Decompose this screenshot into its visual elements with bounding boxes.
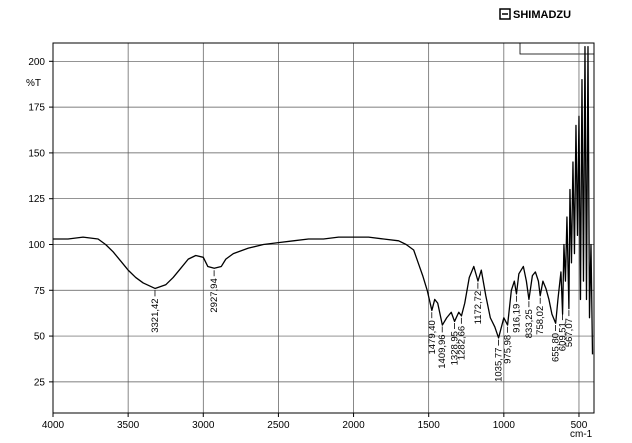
x-tick-label: 4000	[42, 420, 65, 431]
x-tick-label: 3000	[192, 420, 215, 431]
peak-label: 1328,95	[449, 331, 460, 365]
x-tick-label: 1000	[493, 420, 516, 431]
peak-label: 916,19	[511, 304, 522, 333]
x-tick-label: 1500	[418, 420, 441, 431]
peak-label: 1479,40	[427, 320, 438, 354]
peak-label: 3321,42	[150, 298, 161, 332]
peak-label: 1409,96	[437, 334, 448, 368]
peak-label: 2927,94	[209, 278, 220, 312]
plot-frame	[52, 42, 595, 414]
peak-label: 758,02	[535, 306, 546, 335]
peak-label: 1035,77	[493, 348, 504, 382]
header-box	[519, 42, 595, 55]
y-tick-label: 75	[34, 286, 46, 297]
y-tick-label: 100	[28, 240, 45, 251]
y-axis-label: %T	[26, 78, 41, 89]
y-tick-label: 150	[28, 148, 45, 159]
logo: SHIMADZU	[513, 9, 571, 21]
y-tick-label: 50	[34, 332, 46, 343]
peak-label: 833,25	[524, 309, 535, 338]
peak-label: 655,80	[551, 333, 562, 362]
x-tick-label: 2500	[267, 420, 290, 431]
y-tick-label: 175	[28, 103, 45, 114]
y-tick-label: 125	[28, 194, 45, 205]
peak-label: 1282,66	[456, 326, 467, 360]
peak-label: 609,51	[558, 322, 569, 351]
x-tick-label: 3500	[117, 420, 140, 431]
peak-label: 1172,72	[473, 291, 484, 325]
y-tick-label: 25	[34, 377, 46, 388]
x-axis-label: cm-1	[570, 429, 593, 440]
x-tick-label: 2000	[342, 420, 365, 431]
spectrum-line	[53, 46, 594, 355]
x-tick-label: 500	[571, 420, 588, 431]
logo-icon	[499, 8, 511, 20]
y-tick-label: 200	[28, 57, 45, 68]
peak-label: 567,07	[564, 318, 575, 347]
peak-label: 975,98	[502, 335, 513, 364]
